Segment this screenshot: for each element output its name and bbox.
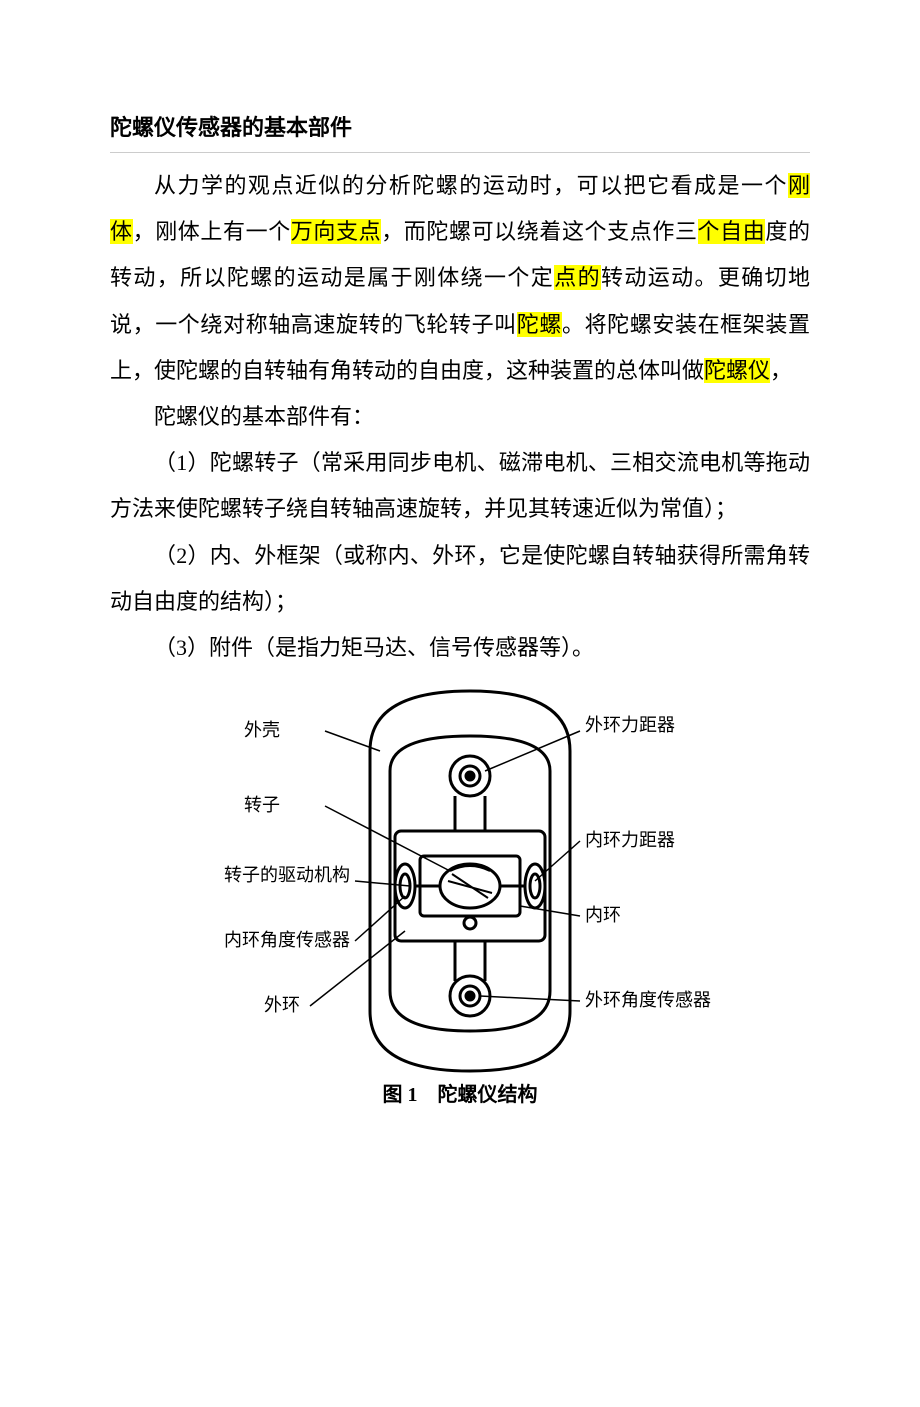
label-outer-case: 外壳 [244, 720, 280, 740]
label-outer-ring: 外环 [264, 995, 300, 1015]
paragraph-3: （1）陀螺转子（常采用同步电机、磁滞电机、三相交流电机等拖动方法来使陀螺转子绕自… [110, 440, 810, 532]
figure-1: 外壳 转子 转子的驱动机构 内环角度传感器 外环 外环力距器 内环力距器 内环 … [110, 681, 810, 1116]
p1-hl3: 个自由 [698, 219, 766, 244]
p1-seg1: 从力学的观点近似的分析陀螺的运动时，可以把它看成是一个 [154, 173, 788, 198]
paragraph-1: 从力学的观点近似的分析陀螺的运动时，可以把它看成是一个刚体，刚体上有一个万向支点… [110, 163, 810, 394]
label-rotor: 转子 [244, 795, 280, 815]
paragraph-4: （2）内、外框架（或称内、外环，它是使陀螺自转轴获得所需角转动自由度的结构）； [110, 533, 810, 625]
gyroscope-diagram: 外壳 转子 转子的驱动机构 内环角度传感器 外环 外环力距器 内环力距器 内环 … [180, 681, 740, 1111]
paragraph-2: 陀螺仪的基本部件有： [110, 394, 810, 440]
p1-hl4: 点的 [554, 265, 601, 290]
p1-seg2: ，刚体上有一个 [133, 219, 291, 244]
p1-seg3: ，而陀螺可以绕着这个支点作三 [381, 219, 697, 244]
p1-seg7: ， [770, 358, 792, 383]
p1-hl5: 陀螺 [517, 312, 562, 337]
label-outer-torquer: 外环力距器 [585, 715, 675, 735]
p1-hl2: 万向支点 [291, 219, 381, 244]
page-title: 陀螺仪传感器的基本部件 [110, 110, 810, 153]
label-inner-angle-sensor: 内环角度传感器 [224, 930, 350, 950]
paragraph-5: （3）附件（是指力矩马达、信号传感器等）。 [110, 625, 810, 671]
label-inner-torquer: 内环力距器 [585, 830, 675, 850]
label-inner-ring: 内环 [585, 905, 621, 925]
p1-hl6: 陀螺仪 [704, 358, 770, 383]
figure-caption: 图 1 陀螺仪结构 [383, 1082, 538, 1106]
label-outer-angle-sensor: 外环角度传感器 [585, 990, 711, 1010]
label-rotor-drive: 转子的驱动机构 [224, 865, 350, 885]
